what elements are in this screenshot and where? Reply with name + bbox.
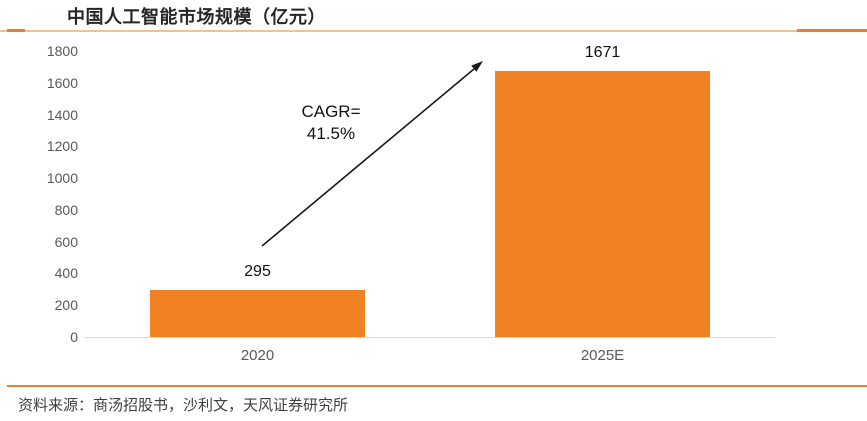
bar-2025E (495, 71, 710, 337)
y-axis-tick-label: 600 (54, 233, 78, 250)
y-axis-tick-label: 200 (54, 297, 78, 314)
y-axis-tick-label: 800 (54, 201, 78, 218)
bar-2020 (150, 290, 365, 337)
chart-title: 中国人工智能市场规模（亿元） (67, 7, 326, 27)
y-axis-tick-label: 1800 (46, 43, 78, 59)
data-label-2020: 295 (244, 263, 271, 281)
y-axis-tick-label: 1600 (46, 74, 78, 91)
cagr-annotation: CAGR= 41.5% (271, 101, 391, 145)
header-divider-left-accent (7, 29, 25, 32)
x-axis-label-2020: 2020 (240, 347, 275, 364)
footer-divider-line (7, 385, 867, 387)
y-axis-tick-label: 1200 (46, 138, 78, 155)
y-axis-tick-label: 400 (54, 265, 78, 282)
y-axis-tick-label: 1400 (46, 106, 78, 123)
header-divider-right-accent (797, 29, 867, 32)
y-axis-tick-label: 0 (70, 329, 78, 345)
x-axis-line (85, 337, 775, 338)
cagr-annotation-line1: CAGR= (301, 102, 361, 121)
source-note: 资料来源：商汤招股书，沙利文，天风证券研究所 (18, 397, 349, 414)
data-label-2025E: 1671 (584, 44, 621, 62)
x-axis-label-2025E: 2025E (580, 347, 625, 364)
cagr-annotation-line2: 41.5% (306, 124, 356, 143)
y-axis-tick-label: 1000 (46, 170, 78, 187)
header-divider-line (0, 30, 867, 32)
